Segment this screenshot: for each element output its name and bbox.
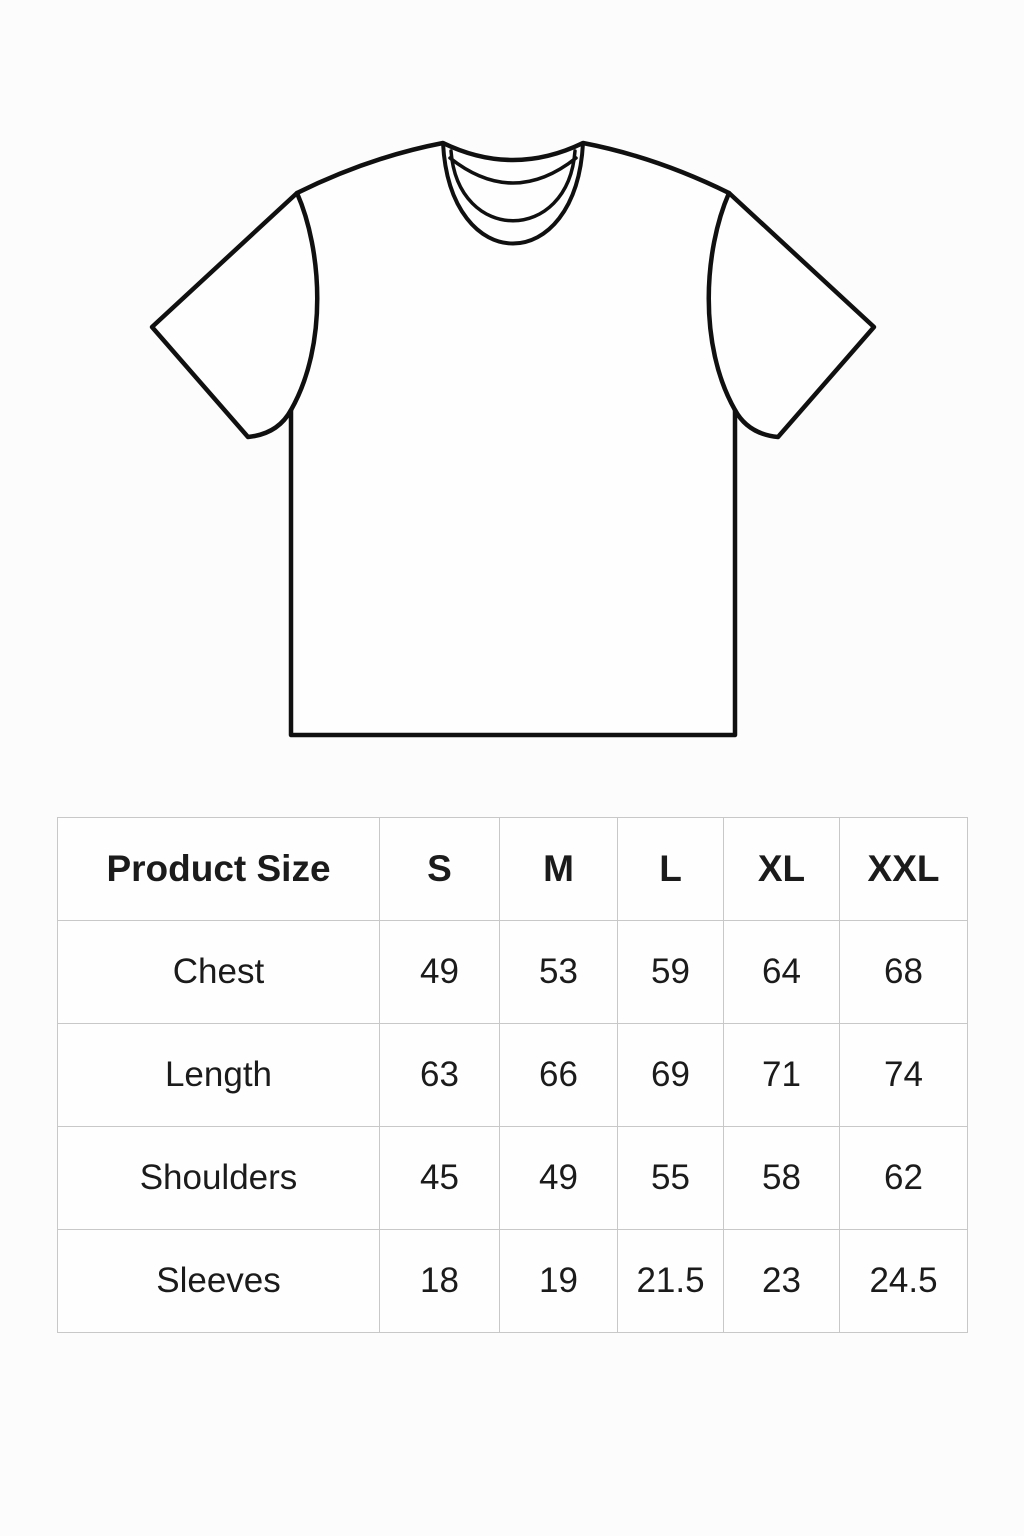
shoulders-xl-value: 58 [723,1126,840,1230]
header-size-l: L [617,817,724,921]
left-armhole-seam [288,190,320,413]
table-row-length: Length 63 66 69 71 74 [57,1023,968,1127]
sleeves-xl-value: 23 [723,1229,840,1333]
shoulders-s-value: 45 [379,1126,500,1230]
table-row-shoulders: Shoulders 45 49 55 58 62 [57,1126,968,1230]
header-product-size: Product Size [57,817,380,921]
shoulders-m-value: 49 [499,1126,618,1230]
sleeves-m-value: 19 [499,1229,618,1333]
length-m-value: 66 [499,1023,618,1127]
chest-m-value: 53 [499,920,618,1024]
chest-xxl-value: 68 [839,920,968,1024]
size-chart-table: Product Size S M L XL XXL Chest 49 53 59… [57,817,968,1333]
shoulders-l-value: 55 [617,1126,724,1230]
sleeves-xxl-value: 24.5 [839,1229,968,1333]
length-s-value: 63 [379,1023,500,1127]
length-xxl-value: 74 [839,1023,968,1127]
chest-s-value: 49 [379,920,500,1024]
chest-xl-value: 64 [723,920,840,1024]
sleeves-l-value: 21.5 [617,1229,724,1333]
row-label-sleeves: Sleeves [57,1229,380,1333]
shoulders-xxl-value: 62 [839,1126,968,1230]
collar-back-inner-curve [448,156,578,185]
header-size-xl: XL [723,817,840,921]
collar-front-inner-curve [449,149,577,223]
sleeves-s-value: 18 [379,1229,500,1333]
tshirt-outline-diagram [149,140,877,738]
tshirt-body-outline [149,140,877,738]
chest-l-value: 59 [617,920,724,1024]
row-label-shoulders: Shoulders [57,1126,380,1230]
header-size-xxl: XXL [839,817,968,921]
table-row-chest: Chest 49 53 59 64 68 [57,920,968,1024]
collar-front-outer-curve [441,141,585,246]
length-xl-value: 71 [723,1023,840,1127]
row-label-length: Length [57,1023,380,1127]
header-size-s: S [379,817,500,921]
table-row-sleeves: Sleeves 18 19 21.5 23 24.5 [57,1229,968,1333]
header-size-m: M [499,817,618,921]
table-header-row: Product Size S M L XL XXL [57,817,968,921]
row-label-chest: Chest [57,920,380,1024]
length-l-value: 69 [617,1023,724,1127]
right-armhole-seam [706,190,738,413]
